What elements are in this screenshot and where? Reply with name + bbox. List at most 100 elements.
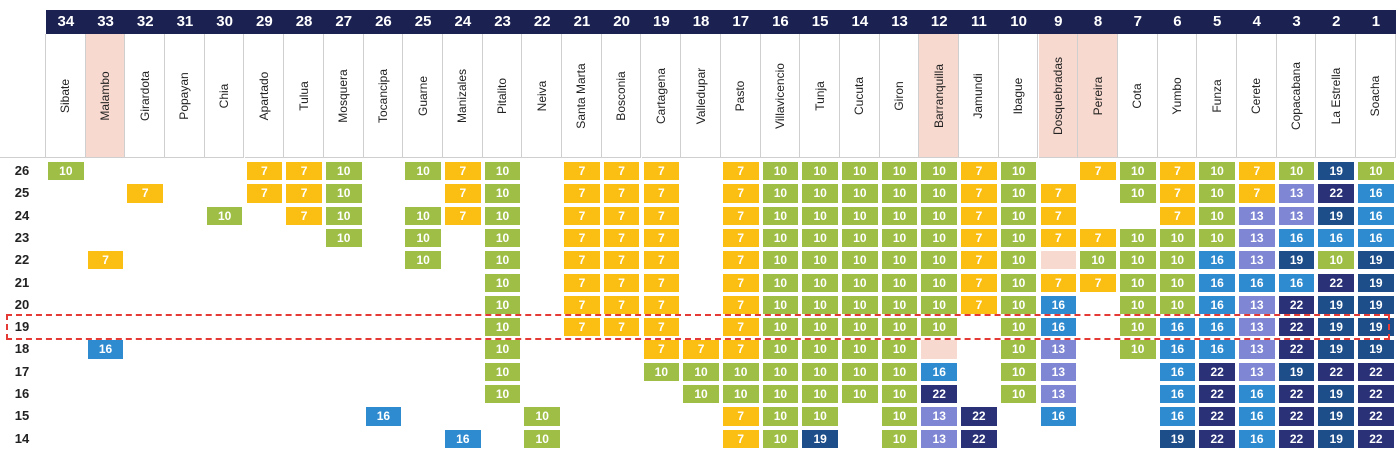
value-cell: 10 [1080, 251, 1116, 270]
value-cell: 7 [961, 273, 997, 292]
city-name-label: Cota [1130, 82, 1145, 109]
row-label-gutter [0, 34, 46, 158]
value-cell: 10 [842, 340, 878, 359]
value-cell: 19 [1318, 407, 1355, 426]
city-name-label: Dosquebradas [1050, 56, 1065, 135]
value-cell: 7 [643, 162, 680, 181]
rank-header: 5 [1212, 13, 1222, 30]
value-cell: 10 [405, 251, 441, 270]
city-name-label: Malambo [98, 70, 113, 121]
value-cell: 10 [802, 228, 838, 248]
city-name-label: Cerete [1249, 77, 1264, 114]
value-cell: 7 [286, 206, 322, 225]
value-cell: 7 [683, 340, 719, 359]
city-name-label: Giron [892, 80, 907, 111]
value-cell: 7 [643, 228, 680, 248]
value-cell: 7 [1080, 228, 1116, 248]
city-name-label: Tunja [812, 80, 827, 111]
city-name-label: Jamundi [971, 72, 986, 119]
value-cell: 13 [1239, 295, 1275, 315]
value-cell: 7 [643, 295, 680, 315]
city-header: Cartagena [641, 34, 682, 158]
value-cell: 19 [1318, 295, 1355, 315]
value-cell: 10 [524, 429, 561, 448]
value-cell: 16 [1199, 273, 1235, 292]
city-header: Manizales [443, 34, 483, 158]
value-cell: 10 [484, 228, 521, 248]
value-cell: 7 [603, 318, 640, 337]
value-cell: 22 [1358, 385, 1394, 404]
value-cell: 19 [1318, 429, 1355, 448]
rank-header: 13 [891, 13, 908, 30]
value-cell: 7 [1040, 273, 1077, 292]
value-cell: 19 [1358, 273, 1394, 292]
value-cell: 10 [842, 206, 878, 225]
value-cell: 22 [1358, 429, 1394, 448]
value-cell: 16 [1239, 407, 1275, 426]
value-cell: 7 [722, 429, 759, 448]
city-name-label: Pereira [1090, 76, 1105, 115]
rank-header: 20 [613, 13, 630, 30]
value-cell: 16 [87, 340, 124, 359]
city-header: Popayan [165, 34, 205, 158]
value-cell: 10 [1119, 228, 1156, 248]
value-cell: 10 [802, 273, 838, 292]
value-cell: 10 [1159, 228, 1196, 248]
row-label: 18 [14, 341, 30, 357]
value-cell: 7 [564, 251, 600, 270]
value-cell: 10 [325, 228, 362, 248]
value-cell: 22 [1199, 385, 1235, 404]
value-cell: 10 [921, 273, 958, 292]
city-header: Malambo [85, 34, 126, 158]
city-name-label: Cucuta [852, 76, 867, 115]
value-cell: 16 [1239, 385, 1275, 404]
value-cell: 19 [1318, 385, 1355, 404]
rank-header: 10 [1010, 13, 1027, 30]
value-cell: 10 [921, 162, 958, 181]
value-cell: 22 [921, 385, 958, 404]
value-cell: 19 [1358, 340, 1394, 359]
city-header: Valledupar [681, 34, 721, 158]
value-cell: 10 [762, 184, 799, 203]
value-cell: 7 [87, 251, 124, 270]
city-header: Dosquebradas [1038, 34, 1079, 158]
value-cell: 10 [484, 162, 521, 181]
value-cell: 10 [881, 340, 918, 359]
value-cell: 10 [762, 295, 799, 315]
value-cell: 10 [762, 162, 799, 181]
row-label: 21 [14, 274, 30, 290]
value-cell: 19 [1318, 318, 1355, 337]
rank-header: 6 [1173, 13, 1182, 30]
rank-header: 23 [494, 13, 511, 30]
value-cell: 13 [1239, 318, 1275, 337]
value-cell: 10 [921, 251, 958, 270]
value-cell: 19 [802, 429, 838, 448]
rank-header: 11 [971, 13, 987, 30]
value-cell: 10 [484, 340, 521, 359]
value-cell: 10 [484, 318, 521, 337]
city-name-label: Ibague [1011, 77, 1026, 114]
city-name-label: Tocancipa [375, 68, 390, 123]
value-cell: 7 [286, 162, 322, 181]
value-cell: 10 [802, 385, 838, 404]
value-cell: 10 [1199, 206, 1235, 225]
value-cell: 16 [1159, 362, 1196, 381]
city-header: Tulua [284, 34, 324, 158]
value-cell: 7 [603, 295, 640, 315]
city-header: Pitalito [482, 34, 523, 158]
value-cell: 10 [762, 407, 799, 426]
value-cell: 19 [1159, 429, 1196, 448]
value-cell: 19 [1278, 251, 1315, 270]
value-cell: 10 [762, 429, 799, 448]
value-cell: 16 [1318, 228, 1355, 248]
value-cell: 22 [1358, 362, 1394, 381]
value-cell: 10 [206, 206, 243, 225]
value-cell: 10 [325, 162, 362, 181]
row-label: 19 [14, 319, 30, 335]
city-name-label: Chia [217, 83, 232, 108]
value-cell: 22 [1278, 295, 1315, 315]
value-cell: 22 [1318, 362, 1355, 381]
value-cell: 10 [524, 407, 561, 426]
rank-header: 4 [1252, 13, 1262, 30]
value-cell: 16 [365, 407, 402, 426]
